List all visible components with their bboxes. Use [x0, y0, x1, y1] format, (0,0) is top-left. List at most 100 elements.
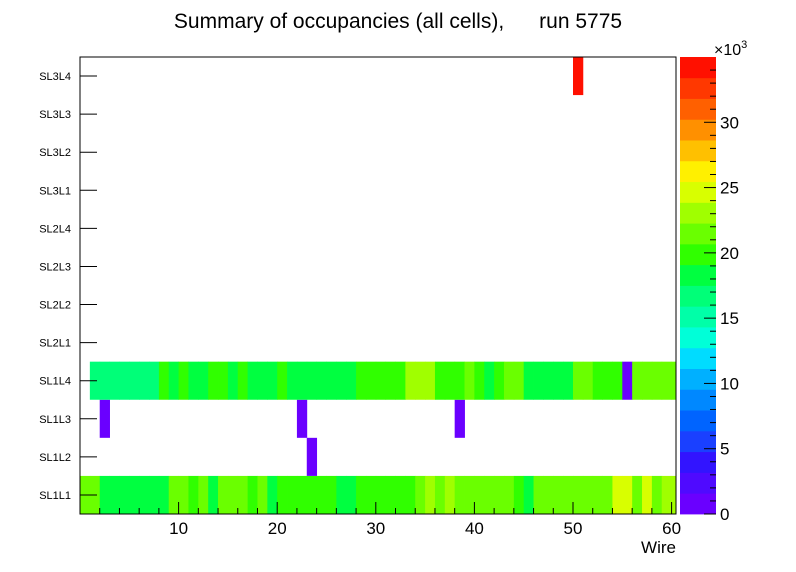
- heatmap-cell: [425, 361, 436, 400]
- heatmap-cell: [661, 361, 672, 400]
- heatmap-cell: [375, 361, 387, 400]
- heatmap-cell: [484, 475, 495, 514]
- z-tick-label: 10: [720, 374, 739, 393]
- heatmap-cell: [632, 361, 643, 400]
- heatmap-cell: [158, 361, 170, 400]
- z-tick-label: 0: [720, 505, 729, 524]
- heatmap-cell: [129, 475, 140, 514]
- z-tick-label: 20: [720, 244, 739, 263]
- palette-segment: [680, 243, 716, 266]
- palette-segment: [680, 57, 716, 79]
- heatmap-cell: [444, 475, 456, 514]
- z-tick-label: 30: [720, 113, 739, 132]
- heatmap-cell: [158, 475, 170, 514]
- heatmap-cell: [168, 475, 179, 514]
- heatmap-cells: [80, 57, 677, 514]
- heatmap-cell: [444, 361, 456, 400]
- heatmap-cell: [109, 475, 120, 514]
- heatmap-cell: [356, 475, 367, 514]
- heatmap-cell: [622, 361, 633, 400]
- heatmap-cell: [168, 361, 179, 400]
- y-tick-label: SL1L4: [39, 376, 71, 388]
- heatmap-cell: [178, 361, 189, 400]
- heatmap-cell: [149, 361, 160, 400]
- heatmap-cell: [99, 361, 110, 400]
- y-tick-label: SL3L3: [39, 109, 71, 121]
- heatmap-cell: [287, 475, 298, 514]
- heatmap-cell: [415, 361, 426, 400]
- heatmap-cell: [592, 475, 603, 514]
- heatmap-cell: [602, 475, 613, 514]
- heatmap-cell: [208, 361, 219, 400]
- palette-segment: [680, 140, 716, 162]
- heatmap-cell: [306, 475, 318, 514]
- heatmap-cell: [405, 361, 416, 400]
- heatmap-cell: [632, 475, 643, 514]
- palette-segment: [680, 327, 716, 349]
- heatmap-cell: [296, 475, 308, 514]
- z-tick-label: 15: [720, 309, 739, 328]
- heatmap-cell: [178, 475, 189, 514]
- heatmap-cell: [198, 475, 209, 514]
- heatmap-cell: [651, 475, 663, 514]
- x-tick-label: 40: [465, 519, 484, 538]
- heatmap-cell: [375, 475, 387, 514]
- heatmap-cell: [582, 361, 594, 400]
- heatmap-cell: [326, 361, 337, 400]
- x-tick-label: 10: [169, 519, 188, 538]
- x-tick-label: 30: [366, 519, 385, 538]
- heatmap-cell: [247, 361, 258, 400]
- exponent-power: 3: [741, 39, 747, 51]
- heatmap-cell: [326, 475, 337, 514]
- palette-segment: [680, 389, 716, 411]
- heatmap-cell: [671, 475, 677, 514]
- x-axis: 10 20 30 40 50 60: [79, 502, 681, 538]
- heatmap-cell: [563, 361, 574, 400]
- heatmap-cell: [582, 475, 594, 514]
- heatmap-cell: [563, 475, 574, 514]
- heatmap-cell: [365, 361, 377, 400]
- heatmap-cell: [573, 57, 584, 96]
- heatmap-cell: [336, 475, 347, 514]
- heatmap-cell: [533, 475, 544, 514]
- y-tick-label: SL1L2: [39, 452, 71, 464]
- heatmap-cell: [227, 361, 239, 400]
- y-tick-label: SL1L1: [39, 490, 71, 502]
- y-tick-label: SL3L1: [39, 185, 71, 197]
- heatmap-cell: [346, 475, 357, 514]
- palette-segment: [680, 430, 716, 453]
- z-tick-label: 25: [720, 179, 739, 198]
- heatmap-cell: [277, 361, 288, 400]
- heatmap-cell: [218, 475, 229, 514]
- plot-frame: [79, 56, 677, 515]
- heatmap-cell: [306, 437, 318, 476]
- heatmap-cell: [434, 361, 446, 400]
- heatmap-cell: [573, 361, 584, 400]
- heatmap-cell: [198, 361, 209, 400]
- heatmap-cell: [395, 475, 406, 514]
- heatmap-cell: [642, 475, 653, 514]
- heatmap-cell: [622, 475, 633, 514]
- heatmap-cell: [296, 361, 308, 400]
- heatmap-cell: [454, 399, 465, 438]
- heatmap-cell: [316, 475, 327, 514]
- heatmap-cell: [257, 361, 268, 400]
- heatmap-cell: [129, 361, 140, 400]
- x-tick-label: 20: [268, 519, 287, 538]
- heatmap-cell: [543, 475, 554, 514]
- heatmap-cell: [405, 475, 416, 514]
- heatmap-cell: [395, 361, 406, 400]
- heatmap-cell: [306, 361, 318, 400]
- heatmap-cell: [494, 475, 505, 514]
- y-tick-label: SL3L4: [39, 71, 71, 83]
- heatmap-cell: [464, 361, 475, 400]
- heatmap-cell: [661, 475, 672, 514]
- heatmap-cell: [464, 475, 475, 514]
- heatmap-cell: [346, 361, 357, 400]
- heatmap-cell: [642, 361, 653, 400]
- heatmap-cell: [139, 475, 150, 514]
- y-tick-label: SL2L1: [39, 338, 71, 350]
- palette-segment: [680, 472, 716, 494]
- heatmap-cell: [523, 361, 534, 400]
